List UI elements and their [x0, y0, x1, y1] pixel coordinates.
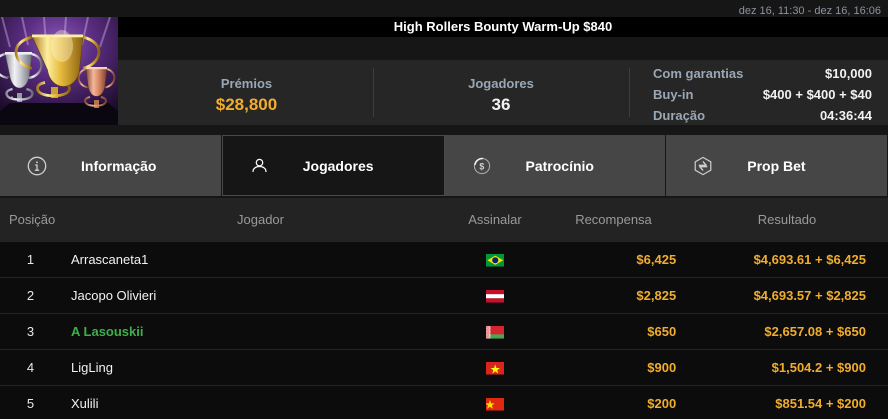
svg-text:$: $	[479, 161, 484, 171]
